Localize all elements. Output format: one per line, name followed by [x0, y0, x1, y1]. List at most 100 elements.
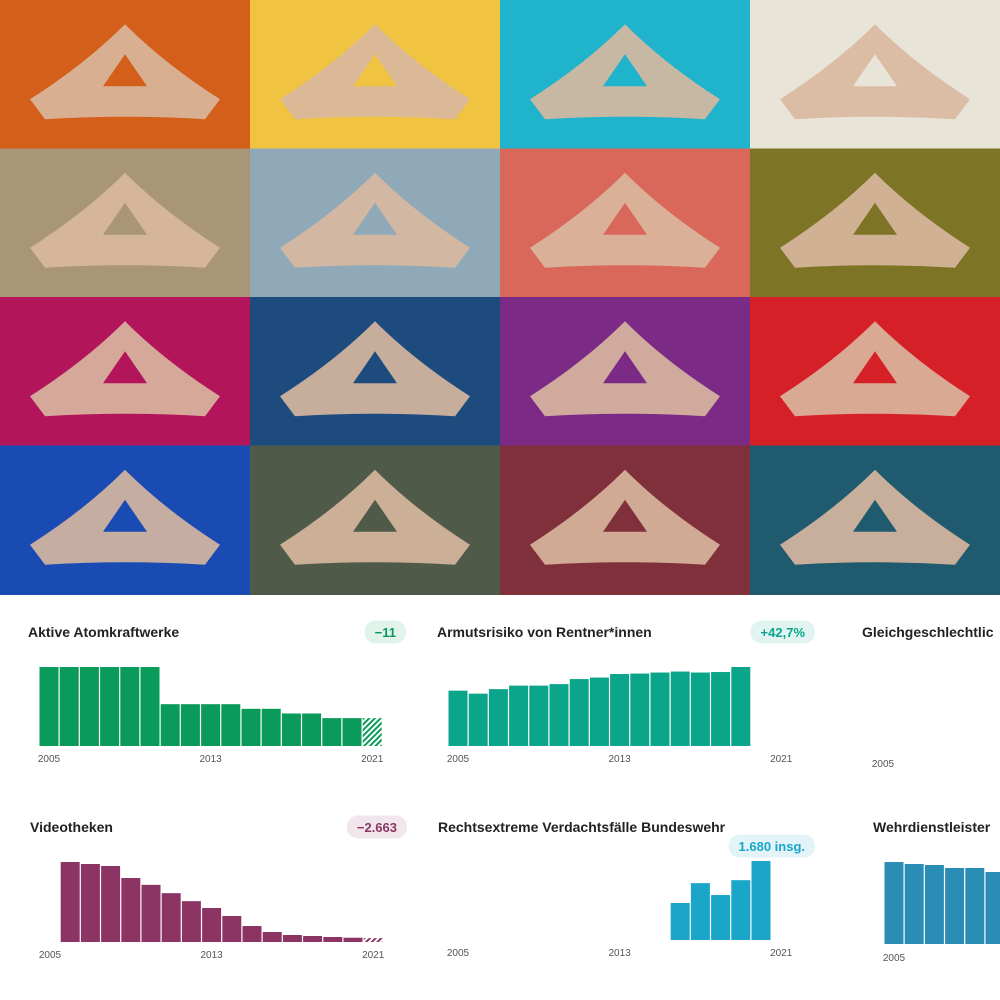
chart-title: Aktive Atomkraftwerke [28, 624, 179, 640]
chart: Videotheken −2.663 2005 2013 2021 [30, 815, 407, 961]
bar [221, 704, 241, 746]
photo-hands [530, 469, 720, 565]
chart: Gleichgeschlechtlic 2005 [862, 624, 994, 770]
x-tick-label: 2005 [872, 759, 895, 770]
x-tick-label: 2005 [38, 754, 61, 765]
bar [670, 671, 690, 746]
x-tick-label: 2005 [447, 948, 470, 959]
bar [59, 667, 79, 746]
photo-hands [30, 469, 220, 565]
badge-label: −2.663 [357, 820, 397, 835]
photo-hands [30, 172, 220, 268]
x-tick-label: 2021 [362, 950, 385, 961]
photo-grid [0, 0, 1000, 595]
bar [282, 935, 302, 942]
chart: Wehrdienstleister 2005 [873, 819, 1000, 964]
bar [468, 693, 488, 746]
bar [161, 893, 181, 942]
bar [670, 902, 690, 940]
photo-hands [280, 172, 470, 268]
bar [731, 880, 751, 940]
bar [529, 685, 549, 746]
bar [302, 713, 322, 746]
photo [0, 445, 251, 595]
x-tick-label: 2021 [361, 754, 384, 765]
badge-background [728, 834, 815, 858]
photo [500, 0, 751, 150]
bar-projected [363, 938, 383, 942]
photo-hands [280, 321, 470, 417]
photo [750, 0, 1000, 150]
photo [0, 148, 251, 298]
photo [750, 445, 1000, 595]
bar [690, 883, 710, 940]
photo-hands [280, 469, 470, 565]
bar [509, 685, 529, 746]
bar [549, 684, 569, 746]
bar [589, 677, 609, 746]
bar [884, 862, 904, 944]
x-tick-label: 2021 [770, 754, 793, 765]
x-tick-label: 2013 [199, 754, 222, 765]
photo [750, 297, 1000, 447]
badge-label: 1.680 insg. [739, 839, 805, 854]
photo-hands [530, 172, 720, 268]
photo-hands [530, 321, 720, 417]
bar [202, 908, 222, 942]
x-tick-label: 2013 [200, 950, 223, 961]
chart-title: Gleichgeschlechtlic [862, 624, 994, 640]
bar [141, 884, 161, 942]
chart: Rechtsextreme Verdachtsfälle Bundeswehr 1… [438, 819, 815, 959]
chart: Armutsrisiko von Rentner*innen +42,7% 2005… [437, 620, 815, 765]
bar [262, 932, 282, 942]
bar [985, 872, 1000, 944]
bar [448, 690, 468, 746]
bar [303, 936, 323, 942]
bar [261, 708, 281, 746]
bar [488, 689, 508, 746]
bar [39, 667, 59, 746]
bar [60, 862, 80, 942]
photo-hands [530, 24, 720, 120]
bar [711, 895, 731, 940]
photo [250, 445, 501, 595]
x-tick-label: 2005 [883, 953, 906, 964]
bar [690, 672, 710, 746]
photo [500, 148, 751, 298]
bar [342, 718, 362, 746]
photo [0, 297, 251, 447]
bar [120, 667, 140, 746]
bar [181, 901, 201, 942]
photo-hands [30, 24, 220, 120]
bar [650, 672, 670, 746]
bar [343, 937, 363, 942]
photo [250, 0, 501, 150]
photo [250, 148, 501, 298]
x-tick-label: 2005 [447, 754, 470, 765]
chart-title: Videotheken [30, 819, 113, 835]
photo [250, 297, 501, 447]
badge-label: −11 [375, 625, 396, 640]
bar [80, 864, 100, 942]
bar [945, 868, 965, 944]
badge-background [346, 815, 407, 839]
bar [323, 937, 343, 942]
bar [121, 878, 141, 942]
photo [0, 0, 251, 150]
bar [201, 704, 221, 746]
x-tick-label: 2013 [608, 754, 631, 765]
bar [180, 704, 200, 746]
bar [569, 679, 589, 746]
bar [242, 926, 262, 942]
bar [79, 667, 99, 746]
badge-background [750, 620, 815, 644]
photo [750, 148, 1000, 298]
photo-hands [780, 24, 970, 120]
bar [731, 667, 751, 746]
chart: Aktive Atomkraftwerke −11 2005 2013 2021 [28, 620, 406, 765]
bar [101, 866, 121, 942]
photo-hands [780, 172, 970, 268]
bar [241, 708, 261, 746]
bar [924, 865, 944, 944]
